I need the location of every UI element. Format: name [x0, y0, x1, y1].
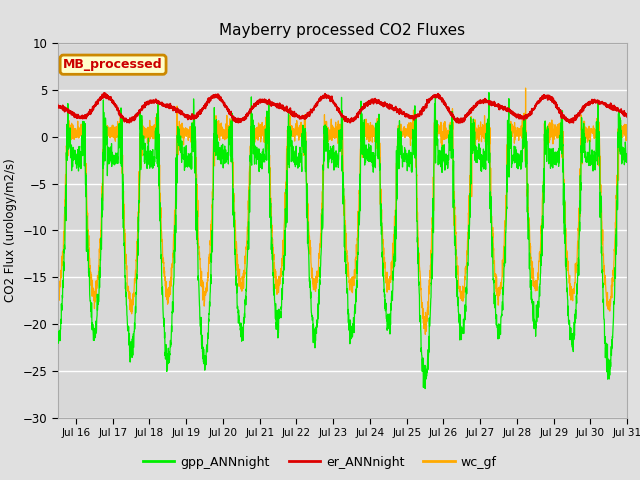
Legend: gpp_ANNnight, er_ANNnight, wc_gf: gpp_ANNnight, er_ANNnight, wc_gf: [138, 451, 502, 474]
Text: MB_processed: MB_processed: [63, 58, 163, 71]
Title: Mayberry processed CO2 Fluxes: Mayberry processed CO2 Fluxes: [220, 23, 465, 38]
Y-axis label: CO2 Flux (urology/m2/s): CO2 Flux (urology/m2/s): [4, 158, 17, 302]
